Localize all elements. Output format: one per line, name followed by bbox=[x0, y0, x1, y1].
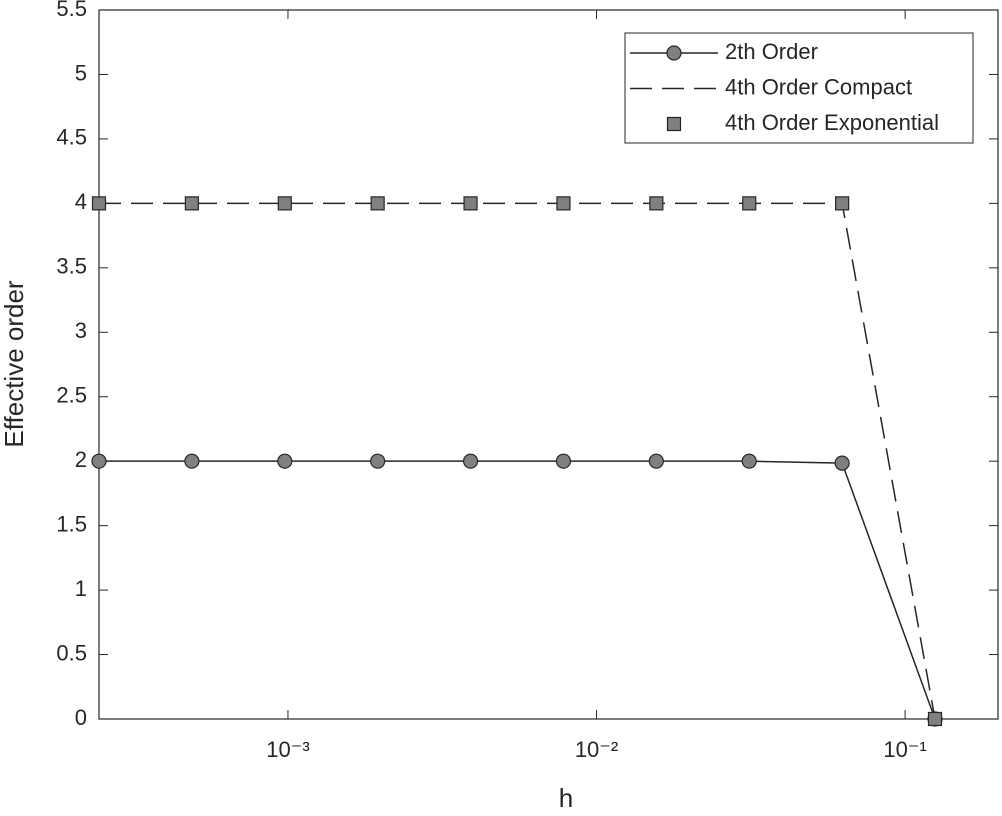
y-tick-label: 0.5 bbox=[56, 640, 87, 665]
marker bbox=[370, 453, 386, 469]
marker bbox=[277, 453, 293, 469]
x-tick-label: 10⁻² bbox=[575, 737, 618, 762]
marker bbox=[742, 196, 757, 211]
marker bbox=[927, 711, 943, 727]
marker bbox=[277, 196, 292, 211]
marker bbox=[741, 453, 757, 469]
y-tick-label: 3 bbox=[75, 318, 87, 343]
legend-marker bbox=[666, 116, 682, 132]
legend: 2th Order 4th Order Compact 4th Order Expo… bbox=[624, 32, 974, 144]
x-tick-label: 10⁻³ bbox=[266, 737, 309, 762]
y-tick-label: 5 bbox=[75, 60, 87, 85]
legend-label: 4th Order Exponential bbox=[725, 110, 939, 135]
marker bbox=[649, 196, 664, 211]
x-tick-label: 10⁻¹ bbox=[883, 737, 926, 762]
marker bbox=[463, 196, 478, 211]
marker bbox=[462, 453, 479, 469]
y-tick-label: 1 bbox=[75, 576, 87, 601]
y-axis-label: Effective order bbox=[0, 280, 29, 448]
y-tick-label: 4 bbox=[75, 189, 87, 214]
marker bbox=[556, 196, 571, 211]
marker bbox=[184, 196, 199, 211]
series-line bbox=[99, 202, 936, 720]
y-tick-label: 5.5 bbox=[56, 0, 87, 21]
series-line bbox=[99, 460, 936, 720]
marker bbox=[184, 453, 200, 469]
legend-label: 2th Order bbox=[725, 39, 818, 64]
y-tick-label: 3.5 bbox=[56, 254, 87, 279]
marker bbox=[91, 196, 107, 211]
marker bbox=[555, 453, 572, 469]
marker bbox=[370, 196, 385, 211]
y-tick-label: 1.5 bbox=[56, 511, 87, 536]
y-tick-label: 0 bbox=[75, 705, 87, 730]
legend-marker bbox=[666, 45, 682, 61]
marker bbox=[91, 453, 107, 469]
marker bbox=[648, 453, 664, 469]
legend-label: 4th Order Compact bbox=[725, 74, 912, 99]
marker bbox=[835, 196, 850, 211]
x-axis-label: h bbox=[559, 783, 573, 813]
y-tick-label: 4.5 bbox=[56, 125, 87, 150]
y-tick-label: 2 bbox=[75, 447, 87, 472]
marker bbox=[834, 455, 850, 471]
y-tick-label: 2.5 bbox=[56, 383, 87, 408]
